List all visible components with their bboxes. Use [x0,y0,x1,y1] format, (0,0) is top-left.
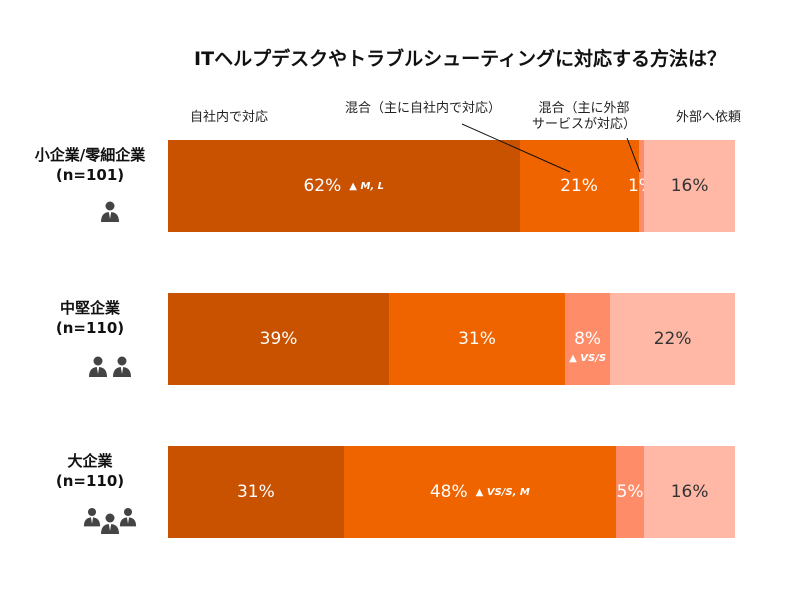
legend-label-mixed-external: 混合（主に外部 サービスが対応） [532,101,636,133]
legend-line: サービスが対応） [532,117,637,132]
row-label: 中堅企業 (n=110) [20,298,160,338]
person-icon [119,507,137,527]
bar-segment: 48% ▲ VS/S, M [343,446,616,538]
person-icon [113,356,131,377]
row-label-line: 中堅企業 [59,299,120,317]
stacked-bar: 39% 31% 8% ▲ VS/S 22% [168,293,735,385]
row-label-line: (n=110) [55,319,125,337]
data-label: 21% [560,176,598,196]
data-label: 39% [259,329,298,349]
data-label: 31% [236,482,275,502]
bar-segment: 39% [168,293,390,385]
people-icon-group [83,507,137,534]
person-icon [101,201,119,222]
significance-annotation: ▲ M, L [349,180,385,192]
row-label-line: 小企業/零細企業 [34,146,146,164]
data-label: 22% [653,329,692,349]
people-icon-group [101,201,119,222]
bar-segment: 62% ▲ M, L [168,140,520,232]
bar-segment: 31% [168,446,344,538]
data-label: 16% [670,176,709,196]
legend-label-in-house: 自社内で対応 [190,110,269,125]
stacked-bar: 62% ▲ M, L 21% 1% 16% [168,140,735,232]
data-label: 8% [574,329,602,349]
legend-line: 混合（主に外部 [538,101,630,116]
data-label: 48% [429,482,468,502]
chart-title: ITヘルプデスクやトラブルシューティングに対応する方法は？ [194,48,726,70]
row-label-line: (n=101) [55,166,125,184]
data-label: 62% [303,176,342,196]
row-label-line: 大企業 [67,452,113,470]
bar-segment: 22% [610,293,735,385]
people-icon-group [89,356,131,377]
person-icon [89,356,107,377]
data-label: 31% [458,329,496,349]
bar-segment: 16% [644,140,735,232]
person-icon [101,513,119,534]
bar-segment: 31% [389,293,565,385]
legend-label-outsourced: 外部へ依頼 [676,110,742,125]
stacked-bar: 31% 48% ▲ VS/S, M 5% 16% [168,446,735,538]
significance-annotation: ▲ VS/S, M [475,486,530,498]
row-label-line: (n=110) [55,472,125,490]
person-icon [83,507,101,527]
bar-segment: 16% [644,446,735,538]
bar-segment: 21% [519,140,639,232]
bar-segment: 8% ▲ VS/S [564,293,611,385]
bar-segment: 5% [615,446,645,538]
row-label: 大企業 (n=110) [20,451,160,491]
legend-label-mixed-in-house: 混合（主に自社内で対応） [345,101,502,116]
data-label: 5% [616,482,644,502]
row-label: 小企業/零細企業 (n=101) [20,145,160,185]
significance-annotation: ▲ VS/S [569,353,607,364]
data-label: 16% [670,482,709,502]
